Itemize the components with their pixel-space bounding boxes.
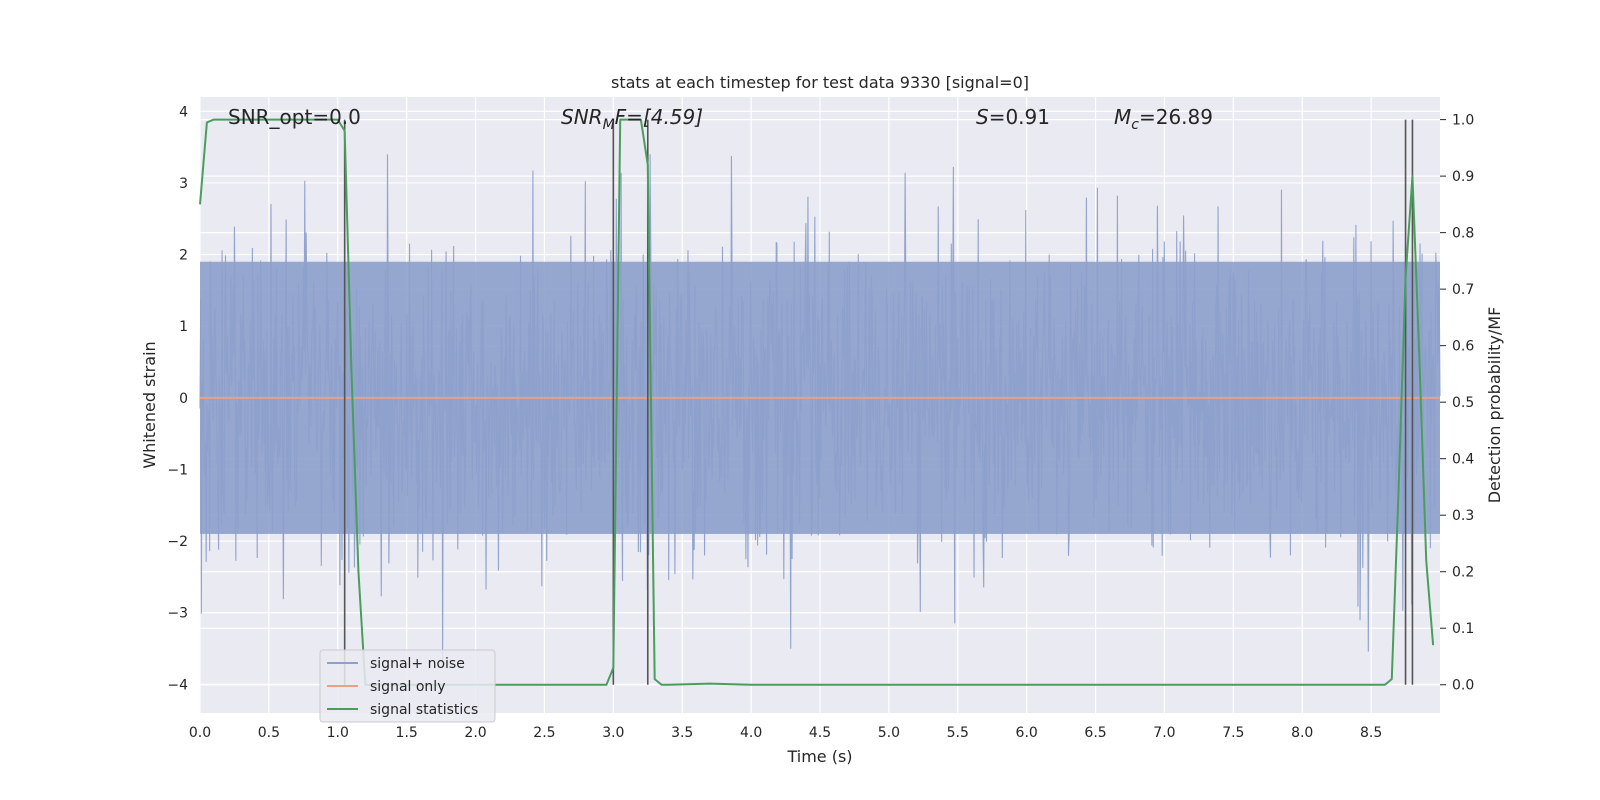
x-tick-label: 4.0 — [740, 725, 762, 741]
y-tick-label-left: −1 — [167, 462, 188, 478]
chart-title: stats at each timestep for test data 933… — [611, 73, 1029, 92]
x-tick-label: 6.0 — [1016, 725, 1038, 741]
annotation-mc-sub: c — [1131, 117, 1139, 133]
y-axis-left-ticks: 4 3 2 1 0 −1 −2 −3 −4 — [167, 104, 188, 693]
x-tick-label: 5.0 — [878, 725, 900, 741]
x-tick-label: 5.5 — [947, 725, 969, 741]
y-tick-label-left: −4 — [167, 677, 188, 693]
legend-box — [319, 649, 496, 723]
y-tick-label-left: 2 — [179, 248, 188, 264]
x-tick-label: 4.5 — [809, 725, 831, 741]
annotation-snr-mf-rest: F=[4.59] — [615, 105, 703, 129]
x-tick-label: 1.5 — [396, 725, 418, 741]
x-tick-label: 8.0 — [1291, 725, 1313, 741]
x-tick-label: 0.0 — [189, 725, 211, 741]
y-axis-right-label: Detection probability/MF — [1485, 307, 1504, 504]
y-tick-label-left: −3 — [167, 606, 188, 622]
y-tick-label-right: 0.4 — [1452, 452, 1474, 468]
y-tick-label-right: 0.6 — [1452, 339, 1474, 355]
y-tick-label-right: 0.2 — [1452, 565, 1474, 581]
y-tick-label-right: 0.1 — [1452, 621, 1474, 637]
y-axis-right-ticks: 1.0 0.9 0.8 0.7 0.6 0.5 0.4 0.3 0.2 0.1 0.0 — [1440, 113, 1474, 694]
x-tick-label: 2.0 — [464, 725, 486, 741]
x-tick-label: 3.0 — [602, 725, 624, 741]
annotation-s-var: S — [976, 105, 989, 129]
y-tick-label-left: −2 — [167, 534, 188, 550]
y-tick-label-right: 0.3 — [1452, 508, 1474, 524]
x-tick-label: 0.5 — [258, 725, 280, 741]
signal-statistics-series — [199, 118, 1435, 686]
legend-label-signal-only: signal only — [370, 679, 445, 695]
x-tick-label: 3.5 — [671, 725, 693, 741]
y-tick-label-right: 0.8 — [1452, 226, 1474, 242]
annotation-s: S=0.91 — [976, 105, 1050, 129]
x-tick-label: 1.0 — [327, 725, 349, 741]
annotation-mc: Mc=26.89 — [1114, 105, 1213, 133]
x-tick-label: 8.5 — [1360, 725, 1382, 741]
annotation-snr-mf-sub: M — [603, 117, 615, 133]
annotation-mc-val: =26.89 — [1139, 105, 1213, 129]
annotation-snr-mf-main: SNR — [561, 105, 603, 129]
y-tick-label-left: 3 — [179, 176, 188, 192]
legend-label-signal-noise: signal+ noise — [370, 656, 465, 672]
signal-statistics-line — [199, 118, 1435, 686]
legend-label-signal-statistics: signal statistics — [370, 702, 478, 718]
x-tick-label: 7.5 — [1222, 725, 1244, 741]
y-tick-label-right: 0.0 — [1452, 678, 1474, 694]
y-tick-label-right: 0.9 — [1452, 169, 1474, 185]
y-tick-label-right: 0.7 — [1452, 282, 1474, 298]
x-axis-label: Time (s) — [786, 747, 852, 766]
x-tick-label: 2.5 — [533, 725, 555, 741]
y-tick-label-left: 1 — [179, 319, 188, 335]
y-tick-label-left: 4 — [179, 104, 188, 120]
legend: signal+ noise signal only signal statist… — [319, 649, 496, 723]
y-tick-label-right: 1.0 — [1452, 113, 1474, 129]
x-axis-ticks: 0.0 0.5 1.0 1.5 2.0 2.5 3.0 3.5 4.0 4.5 5.0 5.5 6.0 6… — [189, 725, 1382, 741]
annotation-snr-opt: SNR_opt=0.0 — [228, 105, 361, 129]
x-tick-label: 7.0 — [1153, 725, 1175, 741]
y-tick-label-left: 0 — [179, 391, 188, 407]
y-tick-label-right: 0.5 — [1452, 395, 1474, 411]
x-tick-label: 6.5 — [1084, 725, 1106, 741]
annotation-snr-mf: SNRMF=[4.59] — [561, 105, 703, 133]
annotation-s-val: =0.91 — [989, 105, 1050, 129]
signal-noise-line — [199, 154, 1441, 662]
annotation-mc-var: M — [1114, 105, 1131, 129]
y-axis-left-label: Whitened strain — [140, 341, 159, 468]
